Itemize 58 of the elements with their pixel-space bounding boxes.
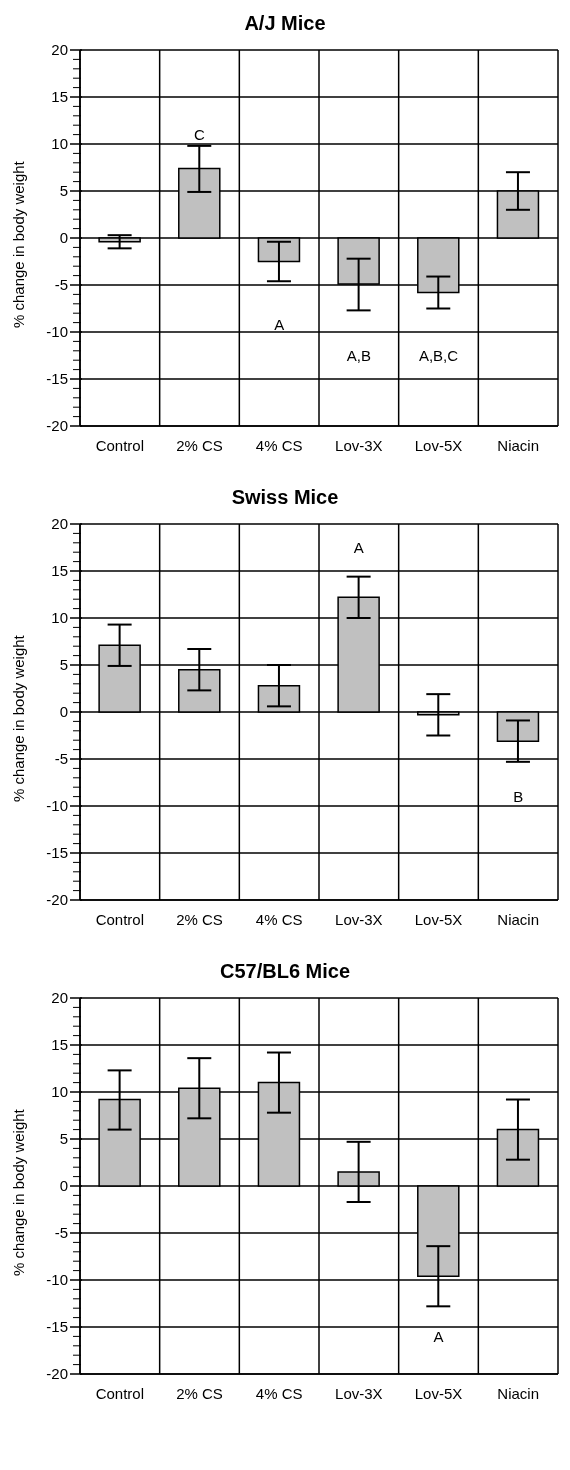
y-tick-label: 20 bbox=[51, 41, 68, 59]
y-tick-label: 20 bbox=[51, 515, 68, 533]
x-tick-label: 2% CS bbox=[176, 436, 223, 454]
x-tick-label: Niacin bbox=[497, 910, 540, 928]
x-tick-label: Lov-3X bbox=[335, 910, 383, 928]
x-tick-label: Lov-5X bbox=[414, 1384, 463, 1402]
y-tick-label: 0 bbox=[59, 229, 68, 247]
x-tick-label: 4% CS bbox=[255, 1384, 303, 1402]
y-axis-title: % change in body weight bbox=[10, 160, 28, 328]
x-tick-label: Niacin bbox=[497, 1384, 540, 1402]
y-tick-label: 5 bbox=[59, 1130, 68, 1148]
x-tick-label: Lov-5X bbox=[414, 436, 463, 454]
y-tick-label: -15 bbox=[46, 844, 68, 862]
annotation: A bbox=[352, 538, 365, 557]
annotation: A bbox=[432, 1328, 445, 1347]
y-tick-label: -10 bbox=[46, 1271, 68, 1289]
y-axis-title: % change in body weight bbox=[10, 634, 28, 802]
y-tick-label: 5 bbox=[59, 656, 68, 674]
y-tick-label: 10 bbox=[51, 135, 68, 153]
y-axis-title: % change in body weight bbox=[10, 1108, 28, 1276]
annotation: C bbox=[193, 125, 206, 144]
y-tick-label: -20 bbox=[46, 417, 68, 435]
y-tick-label: 5 bbox=[59, 182, 68, 200]
x-tick-label: Control bbox=[95, 1384, 145, 1402]
annotation: A,B,C bbox=[417, 347, 460, 366]
annotation: B bbox=[512, 787, 525, 806]
x-tick-label: 2% CS bbox=[176, 910, 223, 928]
y-tick-label: 0 bbox=[59, 703, 68, 721]
chart-title: Swiss Mice bbox=[230, 485, 340, 510]
chart-title: A/J Mice bbox=[243, 11, 327, 36]
y-tick-label: 20 bbox=[51, 989, 68, 1007]
y-tick-label: 10 bbox=[51, 1083, 68, 1101]
y-tick-label: 15 bbox=[51, 562, 68, 580]
y-tick-label: 10 bbox=[51, 609, 68, 627]
x-tick-label: Control bbox=[95, 436, 145, 454]
x-tick-label: Control bbox=[95, 910, 145, 928]
y-tick-label: -10 bbox=[46, 797, 68, 815]
y-tick-label: -20 bbox=[46, 891, 68, 909]
y-tick-label: -15 bbox=[46, 1318, 68, 1336]
x-tick-label: Lov-5X bbox=[414, 910, 463, 928]
x-tick-label: Lov-3X bbox=[335, 1384, 383, 1402]
y-tick-label: -5 bbox=[54, 276, 68, 294]
annotation: A,B bbox=[345, 347, 372, 366]
x-tick-label: 2% CS bbox=[176, 1384, 223, 1402]
y-tick-label: 0 bbox=[59, 1177, 68, 1195]
y-tick-label: -10 bbox=[46, 323, 68, 341]
chart-title: C57/BL6 Mice bbox=[218, 959, 352, 984]
x-tick-label: Lov-3X bbox=[335, 436, 383, 454]
x-tick-label: 4% CS bbox=[255, 910, 303, 928]
y-tick-label: -15 bbox=[46, 370, 68, 388]
y-tick-label: 15 bbox=[51, 1036, 68, 1054]
y-tick-label: -5 bbox=[54, 1224, 68, 1242]
x-tick-label: Niacin bbox=[497, 436, 540, 454]
y-tick-label: -5 bbox=[54, 750, 68, 768]
annotation: A bbox=[273, 316, 286, 335]
y-tick-label: -20 bbox=[46, 1365, 68, 1383]
y-tick-label: 15 bbox=[51, 88, 68, 106]
x-tick-label: 4% CS bbox=[255, 436, 303, 454]
